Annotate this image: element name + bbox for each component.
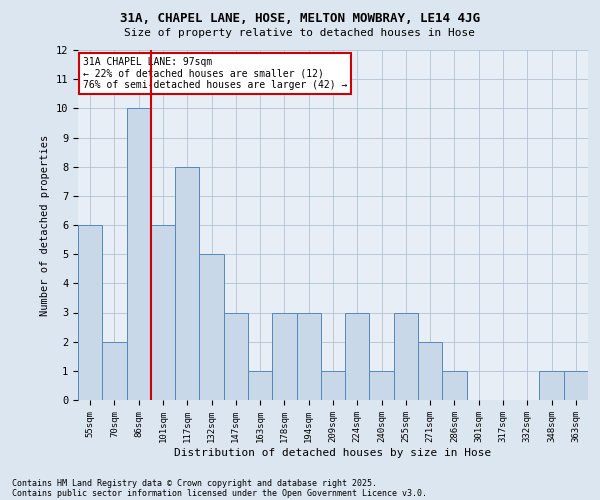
Bar (296, 312, 321, 400)
Bar (175, 166, 199, 400)
Bar (564, 371, 588, 400)
Y-axis label: Number of detached properties: Number of detached properties (40, 134, 50, 316)
Bar (78, 225, 102, 400)
Bar (272, 312, 296, 400)
X-axis label: Distribution of detached houses by size in Hose: Distribution of detached houses by size … (175, 448, 491, 458)
Text: Size of property relative to detached houses in Hose: Size of property relative to detached ho… (125, 28, 476, 38)
Text: Contains HM Land Registry data © Crown copyright and database right 2025.: Contains HM Land Registry data © Crown c… (12, 478, 377, 488)
Bar (199, 254, 224, 400)
Bar (345, 312, 370, 400)
Bar (248, 371, 272, 400)
Bar (151, 225, 175, 400)
Bar (370, 371, 394, 400)
Bar (102, 342, 127, 400)
Text: Contains public sector information licensed under the Open Government Licence v3: Contains public sector information licen… (12, 488, 427, 498)
Bar (418, 342, 442, 400)
Bar (539, 371, 564, 400)
Bar (224, 312, 248, 400)
Bar (442, 371, 467, 400)
Bar (394, 312, 418, 400)
Text: 31A, CHAPEL LANE, HOSE, MELTON MOWBRAY, LE14 4JG: 31A, CHAPEL LANE, HOSE, MELTON MOWBRAY, … (120, 12, 480, 26)
Text: 31A CHAPEL LANE: 97sqm
← 22% of detached houses are smaller (12)
76% of semi-det: 31A CHAPEL LANE: 97sqm ← 22% of detached… (83, 57, 347, 90)
Bar (127, 108, 151, 400)
Bar (321, 371, 345, 400)
